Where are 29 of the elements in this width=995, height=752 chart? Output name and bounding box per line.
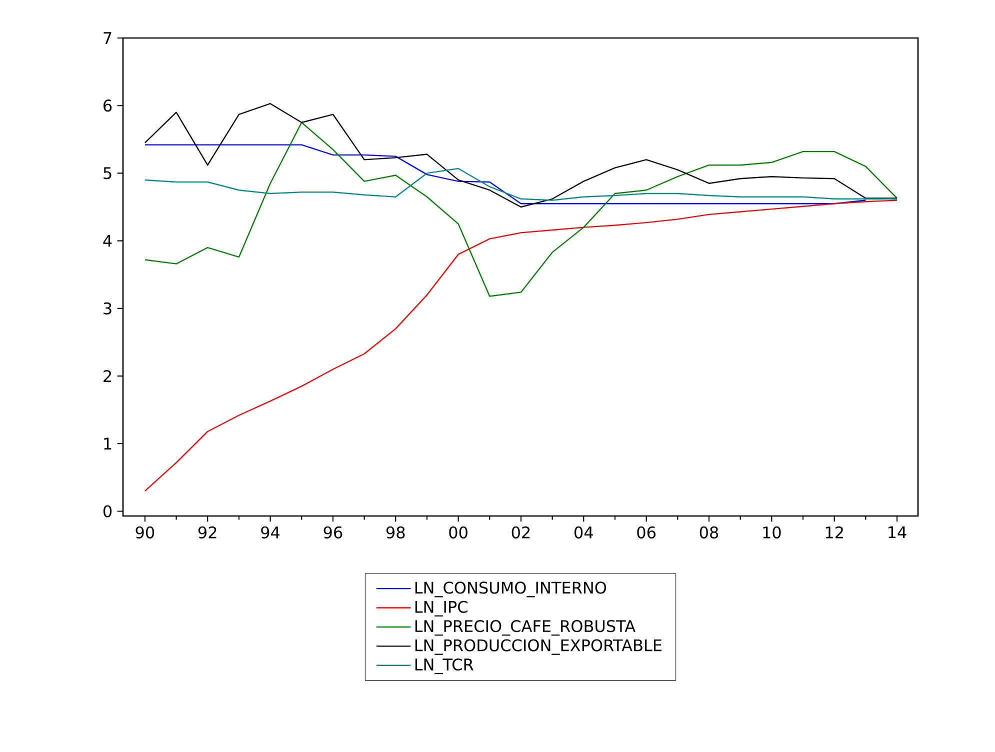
x-tick-label: 04 — [574, 526, 593, 538]
y-tick-label: 5 — [104, 167, 112, 180]
x-tick-label: 08 — [700, 526, 718, 538]
y-tick-label: 2 — [104, 370, 112, 382]
line-series — [144, 200, 898, 492]
legend-label: LN_PRECIO_CAFE_ROBUSTA — [415, 620, 636, 636]
x-tick-label: 90 — [136, 526, 154, 538]
y-tick-label: 1 — [104, 438, 112, 450]
x-tick-label: 94 — [261, 526, 280, 538]
x-tick-label: 12 — [826, 526, 843, 538]
line-series — [144, 122, 898, 297]
x-tick-label: 10 — [763, 526, 781, 538]
legend-label: LN_CONSUMO_INTERNO — [415, 582, 606, 598]
legend-label: LN_TCR — [415, 658, 474, 674]
x-tick-label: 00 — [449, 526, 468, 538]
x-tick-label: 98 — [386, 526, 405, 538]
y-tick-label: 7 — [104, 32, 112, 44]
x-tick-label: 14 — [888, 526, 906, 538]
y-tick-label: 4 — [103, 234, 112, 247]
y-tick-label: 6 — [104, 100, 112, 112]
x-tick-label: 92 — [198, 526, 216, 538]
line-series — [144, 102, 898, 208]
y-tick-label: 0 — [103, 505, 112, 518]
legend-label: LN_PRODUCCION_EXPORTABLE — [415, 639, 662, 655]
y-tick-label: 3 — [104, 302, 112, 314]
legend-label: LN_IPC — [415, 600, 468, 616]
x-tick-label: 06 — [637, 526, 656, 538]
x-tick-label: 96 — [324, 526, 342, 538]
x-tick-label: 02 — [512, 526, 530, 538]
